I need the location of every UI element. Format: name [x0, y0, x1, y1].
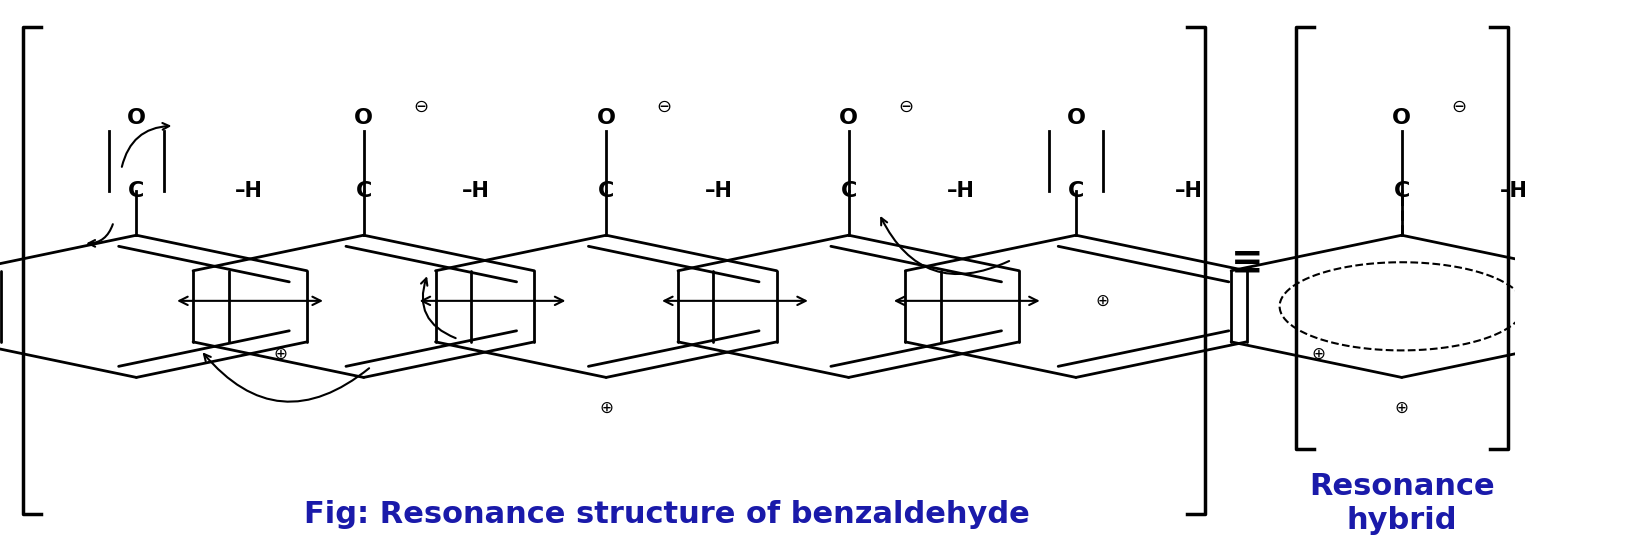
Text: Resonance
hybrid: Resonance hybrid: [1308, 472, 1493, 534]
Text: ≡: ≡: [1231, 243, 1262, 282]
Text: O: O: [1065, 108, 1085, 127]
Text: –H: –H: [234, 182, 262, 201]
Text: O: O: [839, 108, 857, 127]
Text: ⊕: ⊕: [1095, 292, 1110, 310]
Text: C: C: [1393, 182, 1410, 201]
Text: O: O: [597, 108, 615, 127]
Text: –H: –H: [947, 182, 975, 201]
Text: ⊖: ⊖: [413, 98, 428, 115]
Text: ⊖: ⊖: [656, 98, 670, 115]
Text: O: O: [126, 108, 146, 127]
Text: ⊖: ⊖: [898, 98, 913, 115]
Text: –H: –H: [705, 182, 733, 201]
Text: ⊖: ⊖: [1451, 98, 1465, 115]
Text: ⊕: ⊕: [598, 399, 613, 416]
Text: –H: –H: [462, 182, 490, 201]
Text: C: C: [598, 182, 615, 201]
Text: O: O: [1392, 108, 1411, 127]
Text: –H: –H: [1174, 182, 1201, 201]
Text: –H: –H: [1500, 182, 1528, 201]
Text: ⊕: ⊕: [1311, 345, 1324, 363]
Text: Fig: Resonance structure of benzaldehyde: Fig: Resonance structure of benzaldehyde: [303, 499, 1029, 529]
Text: O: O: [354, 108, 374, 127]
Text: ⊕: ⊕: [274, 345, 287, 363]
Text: C: C: [1067, 182, 1083, 201]
Text: ⊕: ⊕: [1393, 399, 1408, 416]
Text: C: C: [128, 182, 144, 201]
Text: C: C: [839, 182, 856, 201]
Text: C: C: [356, 182, 372, 201]
